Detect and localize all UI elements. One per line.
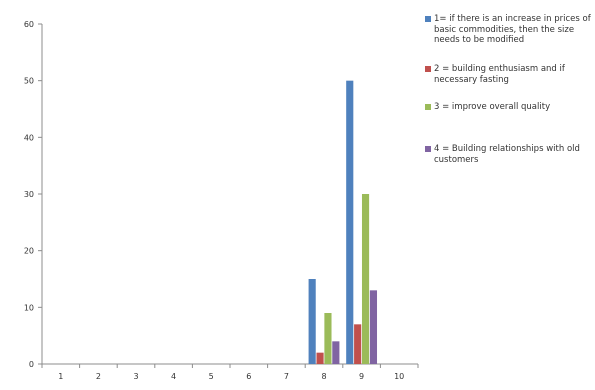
legend-item-1: 1= if there is an increase in prices of … [425,14,593,64]
x-tick-label: 9 [359,372,364,381]
x-tick-label: 10 [394,372,404,381]
legend-label-2: 2 = building enthusiasm and if necessary… [434,64,565,85]
bar-series-4-cat-9 [369,290,378,364]
y-tick-label: 20 [24,247,34,256]
tick-labels: 0 10 20 30 40 50 60 1 2 3 4 5 6 7 8 9 10 [24,20,404,381]
y-tick-label: 0 [29,360,34,369]
legend: 1= if there is an increase in prices of … [425,14,593,168]
legend-item-4: 4 = Building relationships with old cust… [425,144,593,168]
axes [38,23,419,368]
legend-label-4: 4 = Building relationships with old cust… [434,144,580,165]
legend-swatch-3 [425,104,431,110]
bar-series-3-cat-9 [361,194,370,364]
legend-label-1: 1= if there is an increase in prices of … [434,14,591,45]
bars [308,80,378,365]
x-tick-label: 7 [284,372,289,381]
y-tick-label: 60 [24,20,34,29]
y-tick-label: 10 [24,303,34,312]
legend-swatch-1 [425,16,431,22]
y-tick-label: 40 [24,133,34,142]
legend-swatch-4 [425,146,431,152]
x-tick-label: 1 [58,372,63,381]
bar-series-2-cat-9 [354,324,362,364]
bar-series-2-cat-8 [316,352,324,364]
x-tick-label: 3 [133,372,138,381]
x-tick-label: 8 [321,372,326,381]
y-tick-label: 30 [24,190,34,199]
x-tick-label: 2 [96,372,101,381]
x-tick-label: 5 [209,372,214,381]
legend-swatch-2 [425,66,431,72]
bar-series-4-cat-8 [332,341,340,364]
legend-item-2: 2 = building enthusiasm and if necessary… [425,64,593,102]
legend-item-3: 3 = improve overall quality [425,102,593,144]
x-tick-label: 4 [171,372,176,381]
y-tick-label: 50 [24,77,34,86]
bar-series-3-cat-8 [324,313,332,364]
legend-label-3: 3 = improve overall quality [434,102,551,112]
bar-series-1-cat-8 [308,279,316,364]
bar-series-1-cat-9 [346,80,354,365]
x-tick-label: 6 [246,372,251,381]
